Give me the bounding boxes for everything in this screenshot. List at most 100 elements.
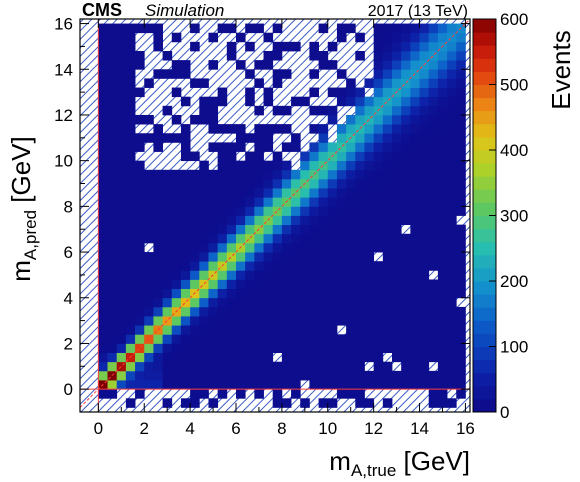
- heatmap-cell: [447, 50, 457, 61]
- heatmap-cell: [236, 215, 246, 226]
- heatmap-cell: [98, 142, 108, 152]
- colorbar-segment: [473, 385, 496, 400]
- heatmap-cell: [300, 279, 310, 290]
- heatmap-cell: [373, 32, 384, 43]
- heatmap-cell: [180, 69, 191, 79]
- heatmap-cell: [309, 316, 319, 326]
- heatmap-cell: [419, 105, 430, 116]
- heatmap-cell: [171, 133, 182, 143]
- heatmap-cell: [346, 188, 356, 198]
- heatmap-cell: [382, 169, 393, 180]
- colorbar-segment: [473, 19, 496, 33]
- heatmap-cell: [180, 242, 191, 253]
- heatmap-cell: [180, 325, 191, 335]
- heatmap-cell: [116, 142, 127, 152]
- heatmap-cell: [364, 343, 375, 353]
- heatmap-cell: [355, 151, 365, 162]
- heatmap-cell: [447, 69, 457, 79]
- heatmap-cell: [327, 279, 338, 290]
- heatmap-cell: [263, 325, 274, 335]
- colorbar-segment: [473, 110, 496, 125]
- heatmap-cell: [392, 32, 402, 43]
- heatmap-cell: [254, 306, 264, 317]
- heatmap-cell: [226, 50, 237, 61]
- colorbar-segment: [473, 176, 496, 190]
- heatmap-cell: [171, 361, 182, 372]
- heatmap-cell: [382, 151, 393, 162]
- heatmap-cell: [162, 352, 173, 363]
- heatmap-cell: [373, 160, 384, 171]
- heatmap-cell: [364, 169, 375, 180]
- heatmap-cell: [180, 206, 191, 216]
- heatmap-cell: [355, 197, 365, 207]
- heatmap-cell: [217, 352, 228, 363]
- colorbar: [473, 19, 496, 413]
- heatmap-cell: [208, 325, 219, 335]
- heatmap-cell: [437, 288, 448, 299]
- heatmap-cell: [373, 41, 384, 52]
- heatmap-cell: [291, 178, 301, 189]
- heatmap-cell: [355, 370, 365, 381]
- heatmap-cell: [254, 124, 264, 134]
- heatmap-cell: [373, 151, 384, 162]
- heatmap-cell: [410, 361, 420, 372]
- heatmap-cell: [263, 142, 274, 152]
- heatmap-cell: [373, 343, 384, 353]
- heatmap-cell: [382, 23, 393, 34]
- heatmap-cell: [226, 41, 237, 52]
- heatmap-cell: [180, 124, 191, 134]
- heatmap-cell: [336, 252, 347, 262]
- heatmap-cell: [245, 352, 255, 363]
- heatmap-cell: [447, 60, 457, 70]
- heatmap-cell: [456, 133, 466, 143]
- heatmap-cell: [125, 124, 136, 134]
- heatmap-cell: [226, 334, 237, 344]
- heatmap-cell: [180, 142, 191, 152]
- heatmap-cell: [180, 343, 191, 353]
- heatmap-cell: [116, 178, 127, 189]
- heatmap-cell: [447, 197, 457, 207]
- heatmap-cell: [401, 334, 411, 344]
- heatmap-cell: [190, 41, 200, 52]
- heatmap-cell: [125, 23, 136, 34]
- heatmap-cell: [254, 105, 264, 116]
- heatmap-cell: [401, 23, 411, 34]
- y-tick-label: 8: [64, 197, 73, 216]
- heatmap-cell: [98, 114, 108, 125]
- heatmap-cell: [346, 206, 356, 216]
- heatmap-cell: [419, 133, 430, 143]
- heatmap-cell: [401, 60, 411, 70]
- heatmap-cell: [171, 233, 182, 244]
- heatmap-cell: [135, 352, 145, 363]
- heatmap-cell: [373, 60, 384, 70]
- heatmap-cell: [392, 270, 402, 280]
- heatmap-cell: [116, 316, 127, 326]
- heatmap-cell: [171, 69, 182, 79]
- heatmap-cell: [456, 389, 466, 399]
- heatmap-cell: [336, 361, 347, 372]
- heatmap-cell: [107, 78, 118, 88]
- z-tick-label: 600: [500, 10, 528, 29]
- heatmap-cell: [162, 270, 173, 280]
- heatmap-cell: [447, 361, 457, 372]
- heatmap-cell: [98, 197, 108, 207]
- heatmap-cell: [437, 233, 448, 244]
- heatmap-cell: [116, 105, 127, 116]
- heatmap-cell: [318, 279, 329, 290]
- heatmap-cell: [217, 142, 228, 152]
- heatmap-cell: [272, 343, 283, 353]
- heatmap-cell: [107, 151, 118, 162]
- heatmap-cell: [346, 114, 356, 125]
- heatmap-cell: [355, 352, 365, 363]
- heatmap-cell: [456, 352, 466, 363]
- heatmap-cell: [153, 169, 163, 180]
- heatmap-cell: [116, 133, 127, 143]
- heatmap-cell: [318, 178, 329, 189]
- heatmap-cell: [162, 297, 173, 308]
- heatmap-cell: [199, 178, 209, 189]
- heatmap-cell: [116, 160, 127, 171]
- heatmap-cell: [125, 370, 136, 381]
- heatmap-cell: [309, 370, 319, 381]
- heatmap-cell: [336, 343, 347, 353]
- heatmap-cell: [125, 87, 136, 98]
